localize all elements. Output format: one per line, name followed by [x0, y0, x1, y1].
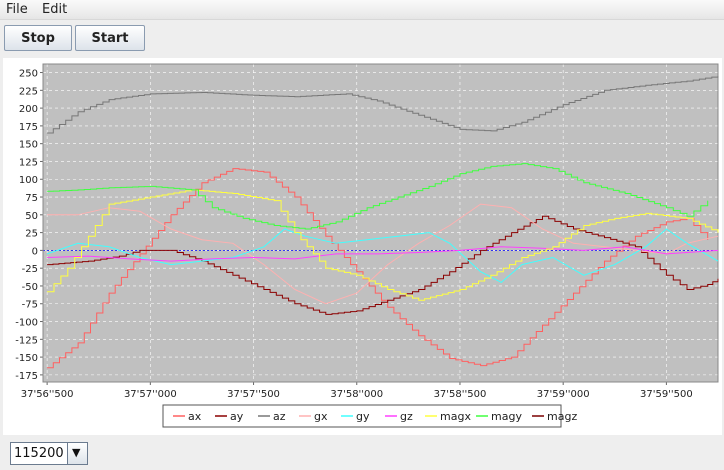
y-tick-label: 100 — [19, 175, 38, 186]
y-tick-label: 0 — [32, 246, 38, 257]
plot-area — [43, 64, 718, 382]
y-tick-label: -150 — [15, 353, 38, 364]
menu-edit[interactable]: Edit — [42, 2, 68, 17]
legend-label-ay: ay — [230, 410, 244, 423]
legend-label-ax: ax — [188, 410, 202, 423]
legend-label-magy: magy — [491, 410, 522, 423]
legend-label-gz: gz — [400, 410, 413, 423]
series-line-az — [47, 76, 719, 134]
series-line-gz — [47, 246, 719, 262]
chevron-down-icon: ▼ — [72, 446, 81, 459]
x-tick-label: 37'57''000 — [124, 389, 177, 400]
legend-box — [162, 404, 562, 428]
menu-file[interactable]: File — [6, 2, 28, 17]
legend-label-az: az — [273, 410, 286, 423]
x-tick-label: 37'59''500 — [640, 389, 693, 400]
legend-label-gx: gx — [314, 410, 328, 423]
baud-rate-select[interactable]: 115200 ▼ — [10, 442, 88, 465]
sensor-chart: 2502252001751501251007550250-25-50-75-10… — [15, 63, 719, 428]
y-tick-label: -175 — [15, 371, 38, 382]
x-tick-label: 37'58''500 — [434, 389, 487, 400]
y-tick-label: 175 — [19, 122, 38, 133]
dropdown-arrow-button[interactable]: ▼ — [67, 443, 87, 464]
y-tick-label: 150 — [19, 140, 38, 151]
y-tick-label: -25 — [22, 264, 38, 275]
y-tick-label: -75 — [22, 300, 38, 311]
x-tick-label: 37'56''500 — [21, 389, 74, 400]
plot-border — [42, 63, 719, 383]
y-tick-label: 75 — [25, 193, 38, 204]
y-tick-label: 50 — [25, 211, 38, 222]
x-tick-label: 37'59''000 — [537, 389, 590, 400]
x-tick-label: 37'57''500 — [227, 389, 280, 400]
y-tick-label: 125 — [19, 157, 38, 168]
series-line-gy — [46, 228, 719, 283]
y-tick-label: -50 — [22, 282, 38, 293]
chart-panel: 250 225 200 175 150 125 100 75 50 25 0 -25 -50 -75 -10… — [3, 58, 722, 435]
menu-bar: File Edit — [0, 0, 724, 20]
stop-button[interactable]: Stop — [4, 25, 72, 51]
legend-label-gy: gy — [356, 410, 370, 423]
y-tick-label: 225 — [19, 86, 38, 97]
baud-rate-value: 115200 — [14, 446, 64, 461]
y-tick-label: 25 — [25, 229, 38, 240]
legend-label-magz: magz — [547, 410, 577, 423]
start-button[interactable]: Start — [75, 25, 145, 51]
series-line-magy — [47, 163, 709, 230]
x-tick-label: 37'58''000 — [330, 389, 383, 400]
legend-label-magx: magx — [440, 410, 471, 423]
y-tick-label: -100 — [15, 318, 38, 329]
y-tick-label: 250 — [19, 69, 38, 80]
series-line-magx — [47, 189, 719, 301]
y-tick-label: 200 — [19, 104, 38, 115]
y-tick-label: -125 — [15, 335, 38, 346]
series-line-ay — [47, 215, 719, 315]
series-line-ax — [47, 168, 709, 369]
